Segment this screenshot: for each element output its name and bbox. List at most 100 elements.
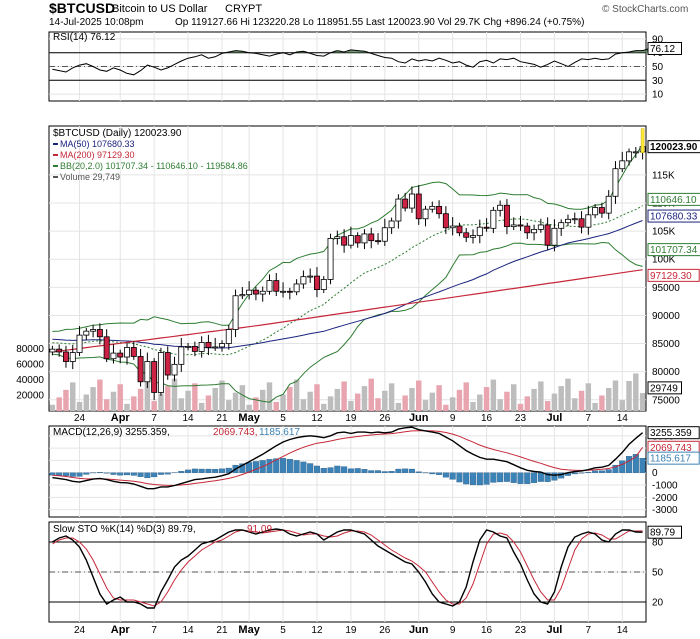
macd-histogram-bar (436, 472, 443, 475)
macd-histogram-bar (415, 471, 422, 473)
candle-body (415, 193, 422, 220)
volume-bar (314, 384, 320, 411)
candle-body (375, 240, 382, 243)
volume-bar (165, 386, 171, 411)
macd-histogram-bar (239, 463, 246, 473)
macd-histogram-bar (490, 472, 497, 483)
value-label: 89.79 (650, 528, 675, 539)
macd-histogram-bar (124, 472, 131, 476)
macd-histogram-bar (537, 472, 544, 482)
header-ohlc: Op 119127.66 Hi 123220.28 Lo 118951.55 L… (175, 17, 584, 28)
candle-body (157, 352, 164, 393)
macd-histogram-bar (592, 470, 599, 473)
volume-bar (639, 393, 646, 411)
candle-body (388, 220, 395, 229)
volume-bar (63, 389, 69, 411)
candle-body (490, 209, 497, 229)
x-tick-label: 23 (515, 413, 527, 424)
y-tick-label: 90 (652, 34, 664, 45)
macd-histogram-bar (49, 472, 56, 476)
legend-item: BB(20,2.0) 101707.34 - 110646.10 - 11958… (60, 161, 248, 171)
x-axis-bottom: 24 Apr 7 14 21 May 5 12 19 26 Jun 9 16 23 Jul 7 14 (74, 624, 628, 636)
volume-bar (334, 388, 341, 411)
x-tick-label: Apr (111, 624, 131, 636)
volume-bar (544, 401, 551, 411)
volume-bar (463, 382, 469, 411)
macd-histogram-bar (157, 472, 164, 475)
macd-histogram-bar (252, 461, 259, 473)
volume-bar (585, 383, 592, 411)
candle-body (463, 232, 470, 238)
volume-bar (239, 385, 246, 411)
candle-body (266, 280, 273, 292)
macd-histogram-bar (334, 465, 341, 473)
macd-histogram-bar (585, 471, 592, 473)
x-tick-label: 26 (379, 625, 391, 636)
volume-bar (205, 395, 212, 411)
macd-histogram-bar (503, 472, 510, 482)
candle-body (368, 233, 375, 242)
rsi-overbought-fill (639, 50, 646, 53)
volume-bar (110, 391, 117, 411)
value-label-box (647, 426, 700, 440)
candle-body (307, 275, 314, 278)
candle-body (476, 226, 483, 237)
x-tick-label: 24 (74, 413, 86, 424)
x-tick-label: 9 (450, 625, 456, 636)
volume-bar (293, 379, 300, 411)
macd-histogram-bar (185, 469, 192, 473)
volume-bar (246, 404, 252, 411)
volume-bar (382, 390, 388, 411)
volume-bar (232, 392, 239, 411)
candle-body (381, 227, 388, 242)
volume-bar (56, 397, 62, 411)
volume-bar (619, 400, 625, 411)
candle-body (456, 225, 463, 234)
volume-tick-label: 80000 (16, 344, 44, 355)
macd-histogram-bar (605, 469, 612, 473)
copyright-text: © StockCharts.com (602, 4, 688, 15)
candle-body (313, 275, 320, 290)
volume-tick-label: 20000 (16, 390, 44, 401)
candle-body (130, 347, 137, 357)
legend-item: MA(50) 107680.33 (60, 139, 135, 149)
candle-body (497, 204, 504, 211)
volume-bar (388, 383, 395, 411)
y-tick-label: 75000 (652, 395, 680, 406)
macd-histogram-bar (300, 461, 307, 473)
macd-panel: 3000200010000-1000-2000-3000MACD(12,26,9… (48, 425, 700, 518)
volume-bar (192, 383, 198, 411)
volume-bar (483, 387, 490, 411)
macd-histogram-bar (402, 468, 409, 473)
candle-body (124, 347, 130, 358)
volume-bar (429, 392, 436, 411)
macd-histogram-bar (286, 459, 293, 473)
candle-body (429, 205, 436, 210)
volume-bar (409, 387, 415, 411)
volume-bar (280, 394, 286, 411)
macd-histogram-bar (320, 468, 327, 473)
volume-bar (402, 395, 408, 411)
macd-histogram-bar (273, 458, 280, 473)
macd-signal-line (52, 430, 644, 486)
volume-bar (490, 379, 497, 411)
macd-histogram-bar (429, 472, 436, 475)
rsi-overbought-fill (300, 51, 307, 53)
macd-histogram-bar (639, 457, 646, 473)
volume-bar (477, 394, 483, 411)
candle-body (565, 218, 571, 224)
volume-bar (117, 384, 123, 411)
macd-histogram-bar (103, 472, 110, 474)
x-tick-label: Apr (111, 412, 131, 424)
candle-body (185, 345, 192, 348)
x-tick-label: Jul (546, 412, 562, 424)
candle-body (470, 235, 476, 238)
candle-body (571, 218, 578, 221)
candle-body (341, 236, 348, 246)
y-tick-label: 10 (652, 90, 664, 101)
macd-histogram-bar (524, 472, 531, 484)
last-candle-highlight (640, 128, 645, 153)
macd-histogram-bar (626, 456, 633, 473)
sto-k-line (52, 528, 643, 609)
y-tick-label: 85000 (652, 339, 680, 350)
